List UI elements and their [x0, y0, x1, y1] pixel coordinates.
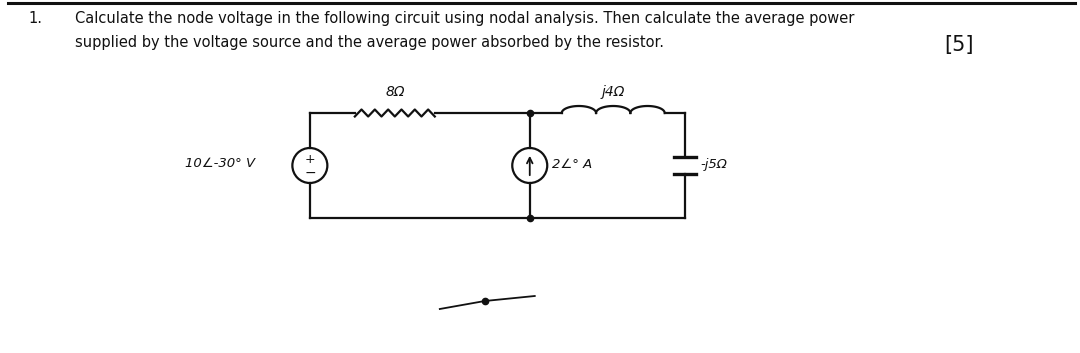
- Text: [5]: [5]: [945, 35, 974, 55]
- Text: supplied by the voltage source and the average power absorbed by the resistor.: supplied by the voltage source and the a…: [75, 35, 664, 50]
- Text: Calculate the node voltage in the following circuit using nodal analysis. Then c: Calculate the node voltage in the follow…: [75, 11, 854, 26]
- Text: j4Ω: j4Ω: [602, 85, 625, 99]
- Text: 8Ω: 8Ω: [386, 85, 405, 99]
- Text: -j5Ω: -j5Ω: [701, 158, 728, 171]
- Text: 10∠-30° V: 10∠-30° V: [185, 157, 255, 170]
- Text: −: −: [305, 166, 315, 179]
- Text: 2∠° A: 2∠° A: [552, 158, 592, 171]
- Text: +: +: [305, 153, 315, 166]
- Text: 1.: 1.: [28, 11, 42, 26]
